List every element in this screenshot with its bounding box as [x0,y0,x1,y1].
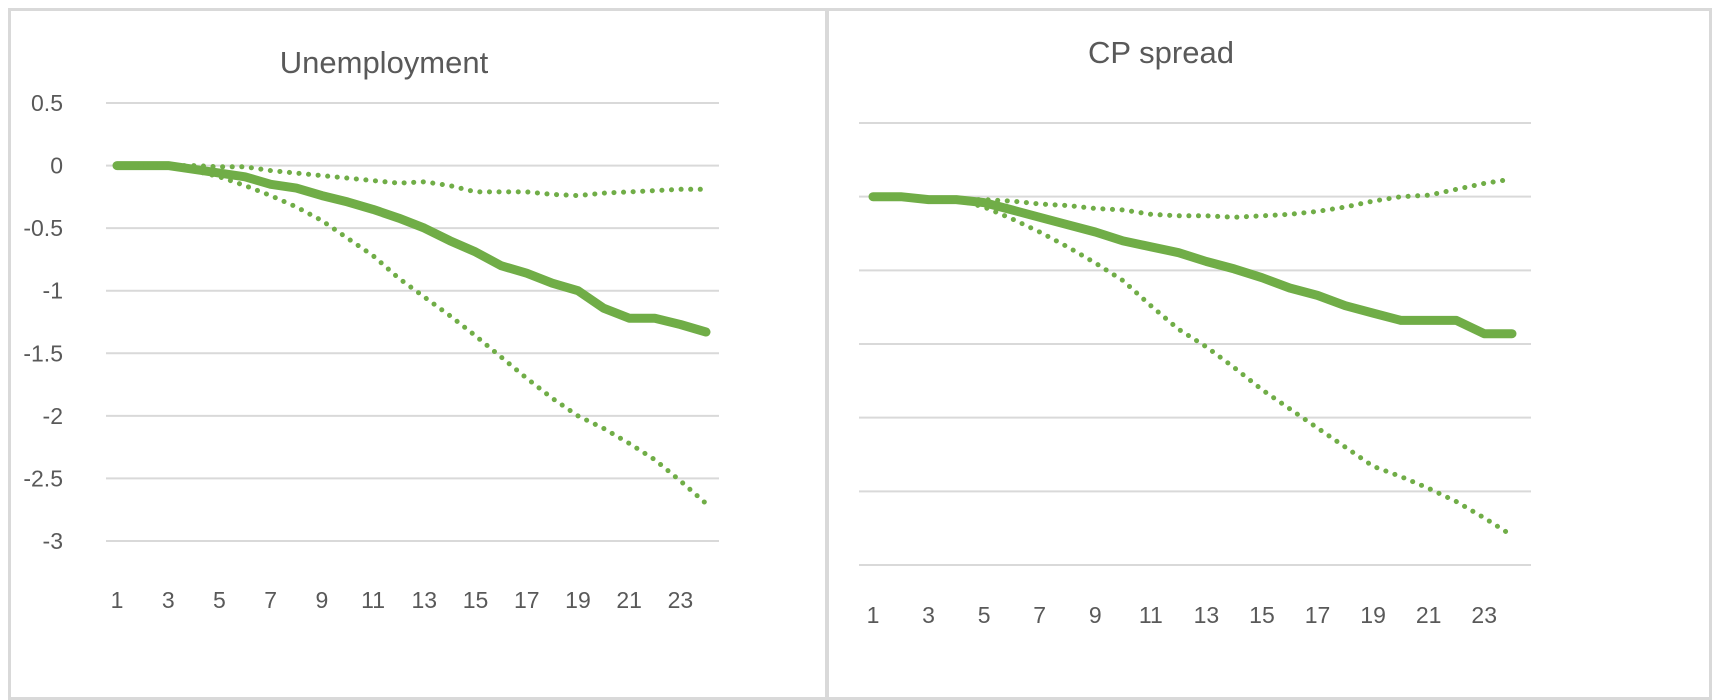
cp-spread-x-tick-label: 3 [922,602,935,628]
unemployment-x-tick-label: 15 [463,587,489,613]
unemployment-x-tick-label: 7 [264,587,277,613]
cp-spread-x-tick-label: 9 [1089,602,1102,628]
unemployment-y-tick-label: -2 [43,403,63,429]
unemployment-x-tick-label: 1 [111,587,124,613]
cp-spread-x-tick-label: 19 [1360,602,1386,628]
unemployment-x-tick-label: 23 [668,587,694,613]
cp-spread-x-tick-label: 5 [978,602,991,628]
unemployment-lower-band-line [114,163,709,506]
unemployment-x-tick-label: 11 [361,587,385,613]
cp-spread-lower-band-line [870,194,1515,538]
unemployment-x-tick-label: 9 [315,587,328,613]
unemployment-x-tick-label: 3 [162,587,175,613]
cp-spread-x-tick-label: 21 [1416,602,1442,628]
unemployment-y-tick-label: -1 [43,278,63,304]
cp-spread-x-tick-label: 13 [1194,602,1220,628]
cp-spread-x-tick-label: 7 [1033,602,1046,628]
unemployment-chart-title: Unemployment [280,45,489,80]
cp-spread-upper-band-line [870,176,1515,220]
unemployment-x-tick-label: 17 [514,587,540,613]
cp-spread-x-tick-label: 15 [1249,602,1275,628]
unemployment-chart-panel: Unemployment 0.5 0 -0.5 -1 -1.5 -2 -2.5 -3 1 3 5 7 9 1… [8,8,828,700]
unemployment-y-tick-label: 0.5 [31,90,63,116]
unemployment-x-tick-label: 21 [616,587,642,613]
unemployment-y-tick-label: -2.5 [23,465,63,491]
unemployment-upper-band-line [114,163,709,199]
cp-spread-chart-panel: CP spread0.50-0.5-1-1.5-2-2.513579111315… [826,8,1712,700]
cp-spread-estimate-line [868,192,1517,339]
cp-spread-chart-title: CP spread [1088,35,1234,70]
unemployment-x-tick-label: 13 [412,587,438,613]
unemployment-x-tick-label: 5 [213,587,226,613]
unemployment-estimate-line [112,161,711,337]
cp-spread-x-tick-label: 17 [1305,602,1331,628]
unemployment-x-tick-label: 19 [565,587,591,613]
unemployment-y-tick-label: -0.5 [23,215,63,241]
unemployment-y-tick-label: 0 [50,153,63,179]
cp-spread-x-tick-label: 23 [1471,602,1497,628]
cp-spread-x-tick-label: 1 [867,602,880,628]
unemployment-y-tick-label: -1.5 [23,340,63,366]
cp-spread-x-tick-label: 11 [1139,602,1163,628]
unemployment-y-tick-label: -3 [43,528,63,554]
cp-spread-chart: CP spread0.50-0.5-1-1.5-2-2.513579111315… [859,35,1531,628]
